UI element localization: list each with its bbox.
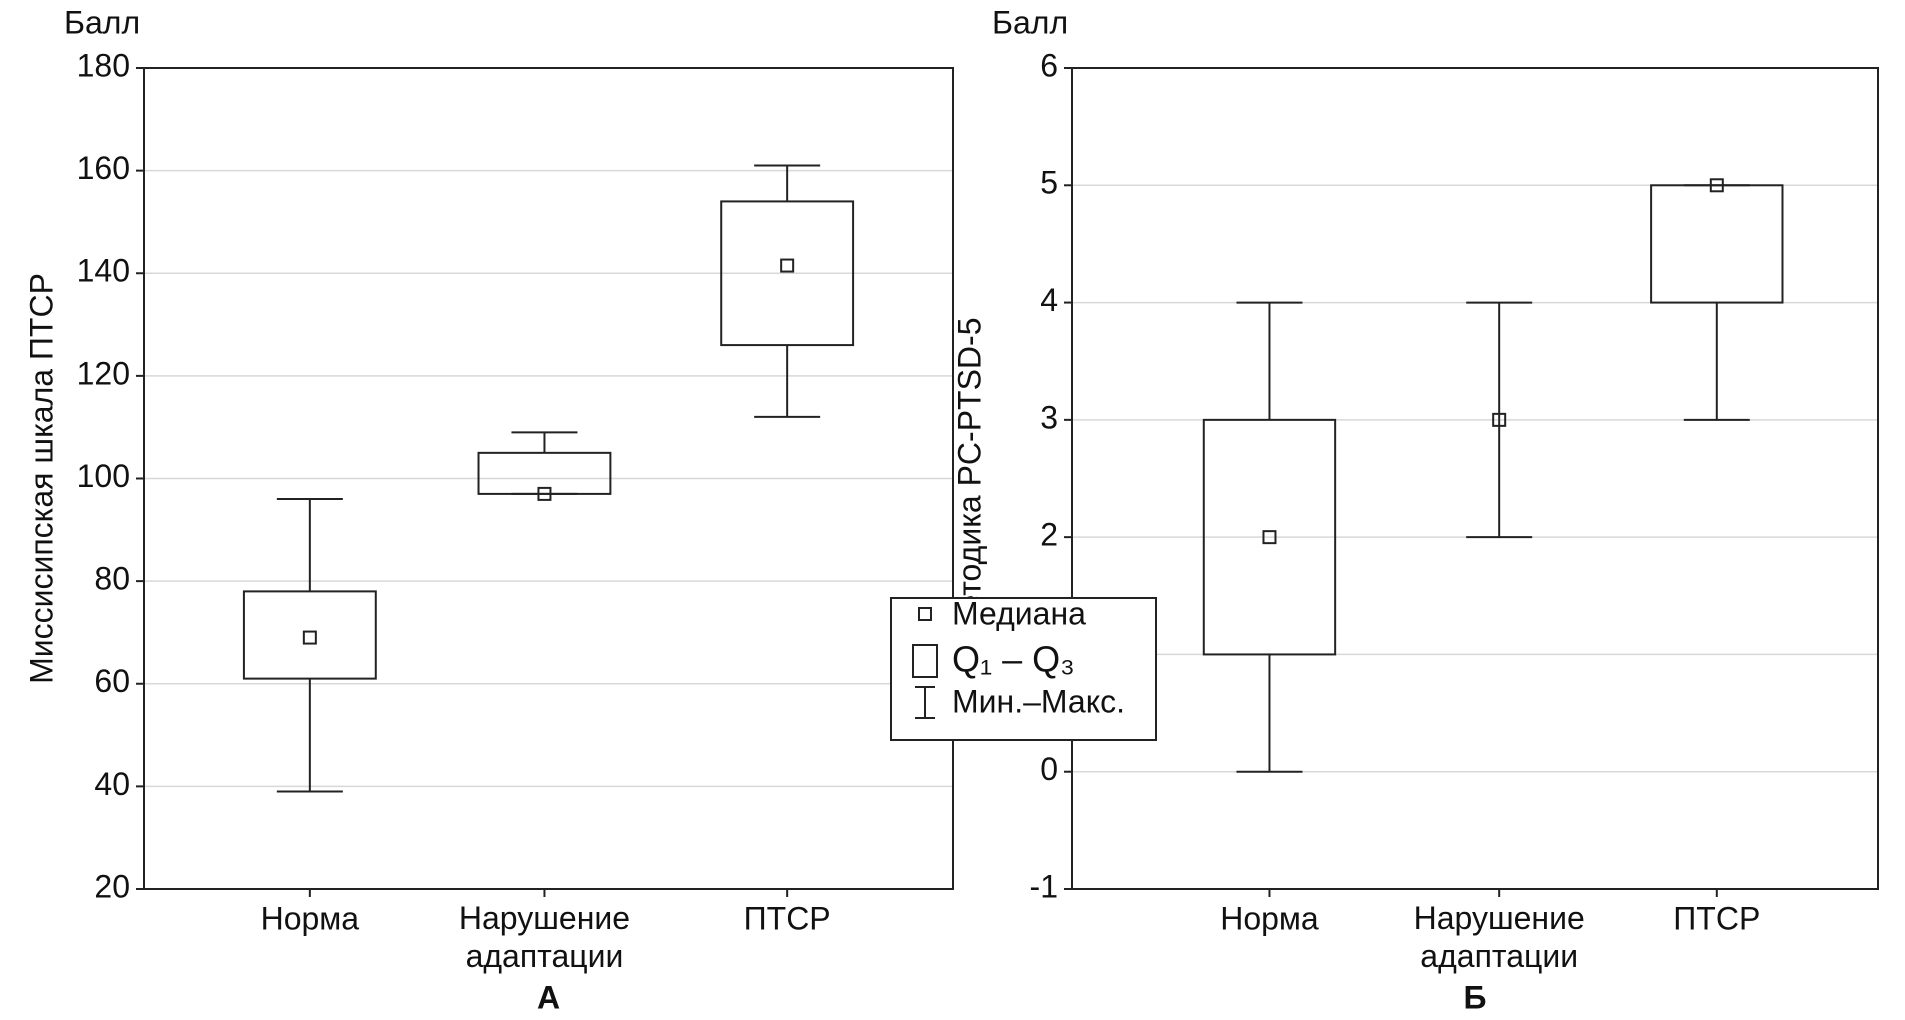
y-tick-label: -1	[1030, 868, 1058, 904]
plot-frame	[1071, 67, 1879, 890]
unit-label: Балл	[64, 4, 140, 40]
box	[720, 200, 855, 347]
y-tick-label: 4	[1040, 282, 1058, 318]
y-tick-label: 160	[77, 150, 130, 186]
median	[1709, 178, 1724, 193]
y-tick-label: 2	[1040, 517, 1058, 553]
box	[242, 590, 377, 680]
x-tick-label: ПТСР	[1673, 900, 1760, 936]
caption: А	[537, 979, 560, 1015]
y-tick-label: 140	[77, 253, 130, 289]
chart: 20 40 60 80 100 120 140 160 180 Балл Миссисипская …	[23, 4, 954, 1015]
y-tick-label: 100	[77, 458, 130, 494]
y-tick-label: 6	[1040, 47, 1058, 83]
y-tick-label: 20	[94, 868, 130, 904]
legend-median: Медиана	[952, 595, 1086, 631]
box	[477, 451, 612, 495]
x-tick-label: Норма	[1220, 900, 1319, 936]
x-tick-label: Нарушение адаптации	[459, 900, 630, 974]
chart: -10123456БаллМетодика PC-PTSD-5БНормаНар…	[951, 4, 1879, 1015]
y-axis-label: Методика PC-PTSD-5	[951, 318, 987, 640]
box	[1650, 184, 1784, 304]
legend-whisker: Мин.–Макс.	[952, 683, 1125, 719]
y-tick-label: 60	[94, 663, 130, 699]
legend: Медиана Q₁ – Q₃ Мин.–Макс.	[890, 595, 1157, 741]
median	[1262, 530, 1277, 545]
median	[302, 630, 317, 645]
y-tick-label: 80	[94, 561, 130, 597]
median	[1492, 412, 1507, 427]
y-tick-label: 5	[1040, 165, 1058, 201]
legend-whisker-icon	[915, 686, 935, 719]
box	[1202, 418, 1337, 656]
legend-box-icon	[912, 644, 938, 678]
y-tick-label: 120	[77, 355, 130, 391]
y-tick-label: 0	[1040, 751, 1058, 787]
median	[537, 486, 552, 501]
y-tick-label: 40	[94, 766, 130, 802]
median	[780, 258, 795, 273]
y-axis-label: Миссисипская шкала ПТСР	[23, 273, 59, 684]
y-tick-label: 180	[77, 47, 130, 83]
x-tick-label: ПТСР	[744, 900, 831, 936]
unit-label: Балл	[992, 4, 1068, 40]
x-tick-label: Норма	[261, 900, 360, 936]
legend-box: Q₁ – Q₃	[952, 639, 1075, 680]
y-tick-label: 3	[1040, 399, 1058, 435]
plot-frame	[143, 67, 954, 890]
caption: Б	[1464, 979, 1487, 1015]
x-tick-label: Нарушение адаптации	[1414, 900, 1585, 974]
legend-median-icon	[918, 607, 932, 621]
